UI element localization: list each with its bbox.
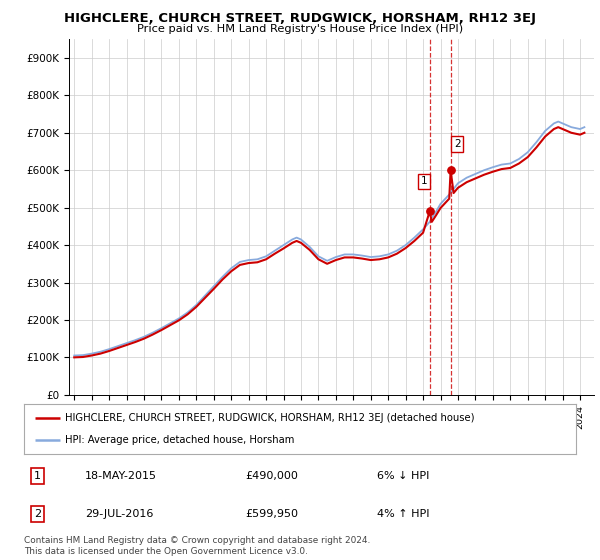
Text: HPI: Average price, detached house, Horsham: HPI: Average price, detached house, Hors… (65, 435, 295, 445)
Text: HIGHCLERE, CHURCH STREET, RUDGWICK, HORSHAM, RH12 3EJ (detached house): HIGHCLERE, CHURCH STREET, RUDGWICK, HORS… (65, 413, 475, 423)
Text: 1: 1 (421, 176, 427, 186)
Point (425, 207, 434, 216)
Text: 2: 2 (34, 508, 41, 519)
Text: Price paid vs. HM Land Registry's House Price Index (HPI): Price paid vs. HM Land Registry's House … (137, 24, 463, 34)
Text: £599,950: £599,950 (245, 508, 298, 519)
Point (446, 166, 455, 175)
Text: 1: 1 (34, 471, 41, 481)
Text: Contains HM Land Registry data © Crown copyright and database right 2024.
This d: Contains HM Land Registry data © Crown c… (24, 536, 370, 556)
Text: 29-JUL-2016: 29-JUL-2016 (85, 508, 153, 519)
Text: HIGHCLERE, CHURCH STREET, RUDGWICK, HORSHAM, RH12 3EJ: HIGHCLERE, CHURCH STREET, RUDGWICK, HORS… (64, 12, 536, 25)
Text: 4% ↑ HPI: 4% ↑ HPI (377, 508, 430, 519)
Text: 2: 2 (454, 139, 460, 149)
Text: 18-MAY-2015: 18-MAY-2015 (85, 471, 157, 481)
Text: £490,000: £490,000 (245, 471, 298, 481)
Text: 6% ↓ HPI: 6% ↓ HPI (377, 471, 430, 481)
